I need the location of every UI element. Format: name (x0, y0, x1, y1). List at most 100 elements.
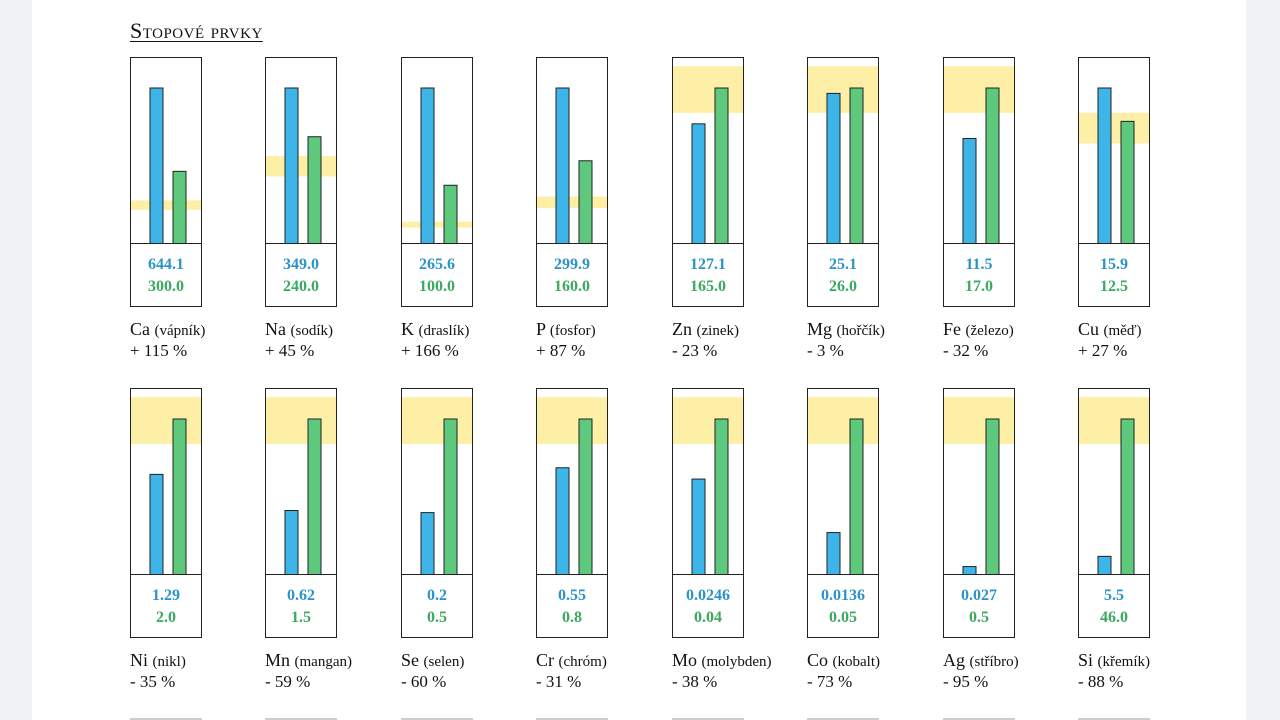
measured-bar (962, 137, 977, 244)
measured-bar (826, 92, 841, 244)
normal-range-band (131, 200, 201, 210)
normal-range-band (402, 397, 472, 444)
bar-chart-svg (266, 87, 336, 244)
values-box: 0.2 0.5 (401, 574, 473, 638)
deviation-percent: - 95 % (943, 672, 989, 691)
next-row-card-edge (1078, 718, 1150, 720)
element-czech-name: (chróm) (558, 654, 607, 670)
values-box: 0.62 1.5 (265, 574, 337, 638)
measured-value-label: 1.29 (152, 587, 180, 604)
next-row-card-edge (943, 718, 1015, 720)
next-row-card-edge (130, 718, 202, 720)
reference-bar (307, 136, 322, 244)
bar-chart-svg (402, 87, 472, 244)
element-card-ni: 1.29 2.0 Ni (nikl) - 35 % (130, 388, 202, 691)
normal-range-band (266, 397, 336, 444)
element-name: K (draslík) (401, 319, 469, 340)
element-czech-name: (hořčík) (836, 323, 885, 339)
measured-value-label: 0.2 (427, 587, 447, 604)
deviation-percent: - 59 % (265, 672, 311, 691)
measured-bar (149, 473, 164, 575)
element-name: Ag (stříbro) (943, 650, 1019, 671)
element-symbol: Si (1078, 650, 1094, 670)
element-symbol: Ag (943, 650, 965, 670)
reference-bar (578, 418, 593, 575)
bar-chart-svg (1079, 397, 1149, 575)
measured-bar (420, 87, 435, 244)
bar-chart-svg (266, 397, 336, 575)
reference-value-label: 26.0 (829, 278, 857, 295)
element-name: Mo (molybden) (672, 650, 772, 671)
reference-bar (307, 418, 322, 575)
values-box: 349.0 240.0 (265, 243, 337, 307)
reference-bar (578, 160, 593, 244)
bar-chart-svg (1079, 87, 1149, 244)
bar-chart-box (807, 388, 879, 576)
reference-bar (985, 418, 1000, 575)
bar-chart-svg (944, 397, 1014, 575)
deviation-percent: + 27 % (1078, 341, 1128, 360)
bar-chart-box (1078, 388, 1150, 576)
deviation-percent: - 31 % (536, 672, 582, 691)
deviation-percent: + 115 % (130, 341, 188, 360)
measured-bar (555, 467, 570, 575)
measured-bar (420, 512, 435, 575)
normal-range-band (537, 397, 607, 444)
measured-value-label: 11.5 (965, 256, 993, 273)
element-card-ca: 644.1 300.0 Ca (vápník) + 115 % (130, 57, 205, 360)
values-box: 0.0246 0.04 (672, 574, 744, 638)
bar-chart-svg (808, 397, 878, 575)
measured-bar (284, 87, 299, 244)
bar-chart-svg (537, 87, 607, 244)
next-row-card-edge (807, 718, 879, 720)
measured-value-label: 644.1 (148, 256, 184, 273)
next-row-card-edge (265, 718, 337, 720)
element-symbol: Ca (130, 319, 150, 339)
normal-range-band (808, 66, 878, 113)
element-czech-name: (selen) (423, 654, 465, 670)
element-name: P (fosfor) (536, 319, 596, 340)
element-czech-name: (zinek) (696, 323, 739, 339)
element-czech-name: (železo) (965, 323, 1014, 339)
values-box: 0.0136 0.05 (807, 574, 879, 638)
measured-bar (1097, 555, 1112, 575)
element-symbol: Ni (130, 650, 148, 670)
normal-range-band (1079, 397, 1149, 444)
reference-value-label: 17.0 (965, 278, 993, 295)
normal-range-band (266, 156, 336, 177)
values-box: 127.1 165.0 (672, 243, 744, 307)
bar-chart-box (672, 388, 744, 576)
element-symbol: Mo (672, 650, 698, 670)
bar-chart-box (943, 57, 1015, 245)
reference-bar (172, 170, 187, 244)
element-symbol: P (536, 319, 546, 339)
element-card-cr: 0.55 0.8 Cr (chróm) - 31 % (536, 388, 608, 691)
measured-value-label: 349.0 (283, 256, 319, 273)
element-card-co: 0.0136 0.05 Co (kobalt) - 73 % (807, 388, 880, 691)
reference-bar (1120, 418, 1135, 575)
element-czech-name: (sodík) (290, 323, 334, 339)
normal-range-band (1079, 112, 1149, 144)
measured-value-label: 0.0246 (686, 587, 730, 604)
element-name: Co (kobalt) (807, 650, 880, 671)
element-czech-name: (molybden) (701, 654, 772, 670)
element-name: Se (selen) (401, 650, 464, 671)
measured-value-label: 0.0136 (821, 587, 865, 604)
normal-range-band (673, 66, 743, 113)
values-box: 0.55 0.8 (536, 574, 608, 638)
reference-bar (849, 87, 864, 244)
measured-value-label: 0.55 (558, 587, 586, 604)
reference-value-label: 0.5 (427, 609, 447, 626)
element-czech-name: (měď) (1103, 323, 1142, 339)
values-box: 0.027 0.5 (943, 574, 1015, 638)
bar-chart-box (130, 388, 202, 576)
element-czech-name: (vápník) (154, 323, 206, 339)
next-row-card-edge (401, 718, 473, 720)
reference-value-label: 160.0 (554, 278, 590, 295)
reference-value-label: 2.0 (156, 609, 176, 626)
bar-chart-box (401, 388, 473, 576)
measured-value-label: 25.1 (829, 256, 857, 273)
bar-chart-svg (808, 66, 878, 244)
element-czech-name: (fosfor) (549, 323, 596, 339)
element-card-na: 349.0 240.0 Na (sodík) + 45 % (265, 57, 337, 360)
